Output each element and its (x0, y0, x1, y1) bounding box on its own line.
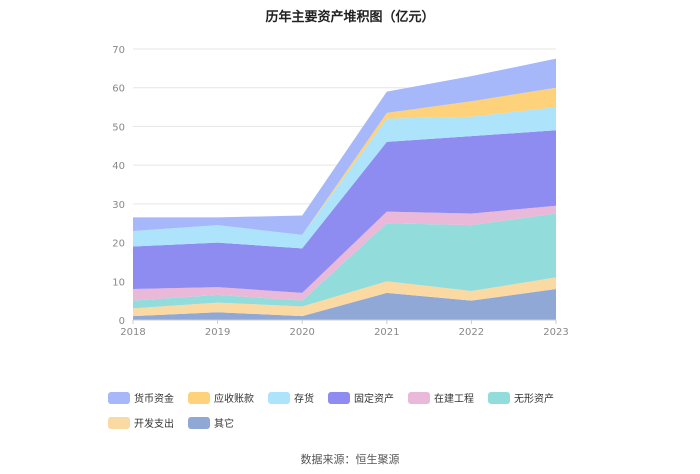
x-tick-label: 2022 (459, 327, 484, 338)
legend-swatch (488, 391, 510, 404)
legend-label: 货币资金 (134, 394, 174, 405)
legend-swatch (268, 391, 290, 404)
area-series-6 (133, 87, 556, 235)
y-tick-label: 10 (112, 277, 125, 288)
area-series-7 (133, 58, 556, 235)
legend-swatch (408, 391, 430, 404)
x-tick-label: 2018 (120, 327, 145, 338)
area-series-4 (133, 130, 556, 293)
chart-title: 历年主要资产堆积图（亿元） (265, 10, 435, 25)
x-tick-label: 2023 (543, 327, 568, 338)
legend-label: 无形资产 (514, 394, 554, 405)
area-series-5 (133, 107, 556, 249)
legend-item[interactable]: 无形资产 (488, 390, 554, 405)
area-series-2 (133, 213, 556, 309)
legend-label: 应收账款 (214, 394, 254, 405)
legend-label: 其它 (214, 419, 234, 430)
legend-swatch (328, 391, 350, 404)
legend-label: 在建工程 (434, 394, 474, 405)
data-source-note: 数据来源：恒生聚源 (300, 453, 400, 466)
area-series-1 (133, 277, 556, 317)
legend-item[interactable]: 开发支出 (108, 415, 174, 430)
x-tick-label: 2021 (374, 327, 399, 338)
y-tick-label: 40 (112, 161, 125, 172)
y-tick-label: 70 (112, 45, 125, 56)
x-tick-label: 2019 (205, 327, 230, 338)
y-tick-label: 50 (112, 122, 125, 133)
area-series-3 (133, 205, 556, 301)
x-tick-label: 2020 (289, 327, 314, 338)
legend-label: 存货 (294, 394, 314, 405)
legend-item[interactable]: 存货 (268, 390, 314, 405)
legend-swatch (188, 416, 210, 429)
legend-item[interactable]: 在建工程 (408, 390, 474, 405)
legend-swatch (188, 391, 210, 404)
legend-item[interactable]: 货币资金 (108, 390, 174, 405)
legend-item[interactable]: 其它 (188, 415, 234, 430)
y-tick-label: 20 (112, 239, 125, 250)
y-tick-label: 60 (112, 84, 125, 95)
legend-label: 固定资产 (354, 394, 394, 405)
y-tick-label: 30 (112, 200, 125, 211)
legend-label: 开发支出 (134, 419, 174, 430)
legend-item[interactable]: 应收账款 (188, 390, 254, 405)
y-tick-label: 0 (119, 316, 125, 327)
legend-swatch (108, 416, 130, 429)
legend-item[interactable]: 固定资产 (328, 390, 394, 405)
legend-swatch (108, 391, 130, 404)
chart-legend: 货币资金 应收账款 存货 固定资产 在建工程 无形资产开发支出 其它 (108, 390, 608, 430)
